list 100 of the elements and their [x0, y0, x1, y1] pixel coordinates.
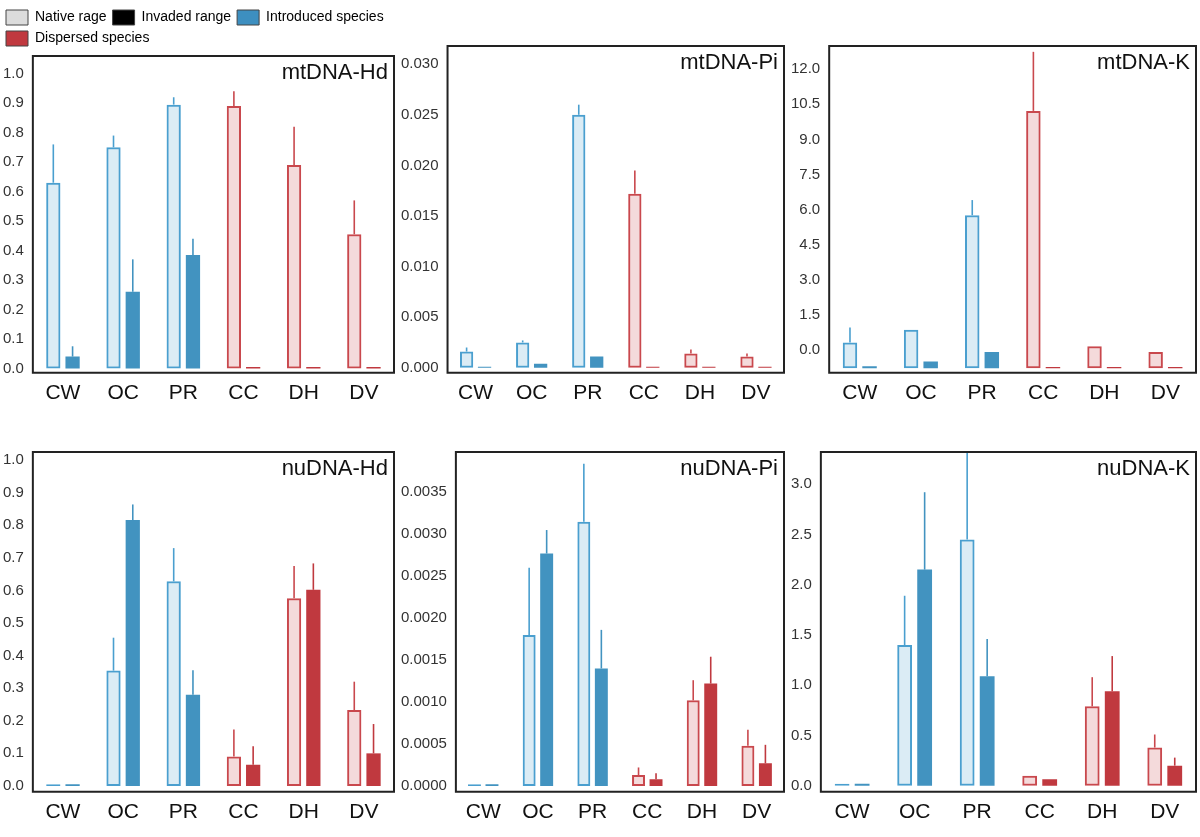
- y-tick-label: 0.0015: [400, 650, 447, 668]
- bar: [1087, 346, 1102, 369]
- y-tick-label: 0.2: [2, 710, 24, 728]
- y-tick-label: 0.0000: [400, 776, 447, 794]
- x-tick-label: DH: [1089, 380, 1120, 404]
- y-tick-label: 0.8: [2, 122, 24, 140]
- y-tick-label: 1.5: [790, 625, 812, 643]
- x-tick-label: CC: [628, 380, 659, 404]
- x-tick-label: OC: [515, 380, 548, 404]
- y-tick-label: 0.2: [2, 299, 24, 317]
- x-tick-label: CW: [45, 799, 81, 823]
- y-tick-label: 0.030: [400, 54, 439, 72]
- y-tick-label: 0.7: [2, 548, 24, 566]
- x-tick-label: CW: [465, 799, 501, 823]
- y-tick-label: 0.6: [2, 580, 24, 598]
- y-tick-label: 0.0030: [400, 524, 447, 542]
- y-tick-label: 0.025: [400, 104, 439, 122]
- y-tick-label: 1.0: [790, 675, 812, 693]
- chart-title: mtDNA-K: [1097, 49, 1191, 75]
- x-tick-label: PR: [168, 799, 198, 823]
- y-tick-label: 0.010: [400, 256, 439, 274]
- x-tick-label: CC: [228, 799, 259, 823]
- y-tick-label: 2.5: [790, 524, 812, 542]
- y-tick-label: 0.0005: [400, 734, 447, 752]
- bar: [1042, 779, 1058, 786]
- x-tick-label: DH: [684, 380, 716, 404]
- bar: [590, 356, 604, 368]
- bar: [903, 329, 919, 369]
- x-tick-label: DV: [1150, 380, 1181, 404]
- y-tick-label: 10.5: [790, 94, 821, 112]
- y-tick-label: 0.020: [400, 155, 439, 173]
- y-tick-label: 1.0: [2, 450, 24, 468]
- y-tick-label: 0.5: [2, 613, 24, 631]
- bar: [533, 363, 548, 368]
- chart-title: nuDNA-Pi: [680, 455, 778, 481]
- y-tick-label: 0.7: [2, 152, 24, 170]
- x-tick-label: PR: [578, 799, 608, 823]
- y-tick-label: 3.0: [799, 269, 821, 287]
- bar: [516, 342, 530, 368]
- y-tick-label: 0.015: [400, 206, 439, 224]
- x-tick-label: DV: [742, 799, 772, 823]
- x-tick-label: CW: [842, 380, 878, 404]
- y-tick-label: 0.8: [2, 515, 24, 533]
- x-tick-label: PR: [962, 799, 992, 823]
- y-tick-label: 0.9: [2, 482, 24, 500]
- y-tick-label: 0.4: [2, 645, 24, 663]
- x-tick-label: DV: [349, 799, 379, 823]
- y-tick-label: 3.0: [790, 474, 812, 492]
- y-tick-label: 0.6: [2, 181, 24, 199]
- y-tick-label: 0.005: [400, 307, 439, 325]
- bar: [984, 352, 1000, 369]
- x-tick-label: CC: [632, 799, 663, 823]
- chart-title: nuDNA-Hd: [281, 455, 388, 481]
- x-tick-label: PR: [168, 380, 198, 404]
- y-tick-label: 4.5: [799, 234, 821, 252]
- y-tick-label: 2.0: [790, 574, 812, 592]
- y-tick-label: 0.0035: [400, 482, 447, 500]
- x-tick-label: OC: [522, 799, 554, 823]
- y-tick-label: 0.0: [799, 339, 821, 357]
- y-tick-label: 0.1: [2, 743, 24, 761]
- legend-label: Introduced species: [266, 8, 384, 25]
- y-tick-label: 0.3: [2, 678, 24, 696]
- y-tick-label: 7.5: [799, 164, 821, 182]
- legend-label: Native rage: [35, 8, 107, 25]
- y-tick-label: 0.0025: [400, 566, 447, 584]
- x-tick-label: CC: [228, 380, 259, 404]
- chart-title: mtDNA-Pi: [680, 49, 778, 75]
- y-tick-label: 0.5: [790, 725, 812, 743]
- y-tick-label: 0.1: [2, 329, 24, 347]
- x-tick-label: DV: [1150, 799, 1180, 823]
- x-tick-label: CC: [1024, 799, 1055, 823]
- y-tick-label: 0.000: [400, 357, 439, 375]
- y-tick-label: 12.0: [790, 59, 821, 77]
- x-tick-label: DV: [741, 380, 771, 404]
- legend-label: Invaded range: [141, 8, 232, 25]
- x-tick-label: OC: [898, 799, 931, 823]
- x-tick-label: CW: [834, 799, 870, 823]
- x-tick-label: OC: [905, 380, 937, 404]
- x-tick-label: DV: [349, 380, 379, 404]
- y-tick-label: 6.0: [799, 199, 821, 217]
- x-tick-label: DH: [1087, 799, 1118, 823]
- y-tick-label: 0.5: [2, 211, 24, 229]
- y-tick-label: 0.0010: [400, 692, 447, 710]
- x-tick-label: PR: [967, 380, 997, 404]
- x-tick-label: OC: [107, 380, 139, 404]
- y-tick-label: 0.9: [2, 93, 24, 111]
- y-tick-label: 9.0: [799, 129, 821, 147]
- y-tick-label: 0.0020: [400, 608, 447, 626]
- y-tick-label: 0.3: [2, 270, 24, 288]
- x-tick-label: PR: [573, 380, 603, 404]
- bar: [854, 783, 870, 786]
- x-tick-label: DH: [288, 799, 319, 823]
- y-tick-label: 1.0: [2, 63, 24, 81]
- x-tick-label: CC: [1027, 380, 1059, 404]
- x-tick-label: CW: [45, 380, 81, 404]
- x-tick-label: OC: [107, 799, 139, 823]
- x-tick-label: DH: [686, 799, 718, 823]
- chart-title: nuDNA-K: [1097, 455, 1191, 481]
- y-tick-label: 0.0: [2, 358, 24, 376]
- chart-title: mtDNA-Hd: [281, 59, 388, 85]
